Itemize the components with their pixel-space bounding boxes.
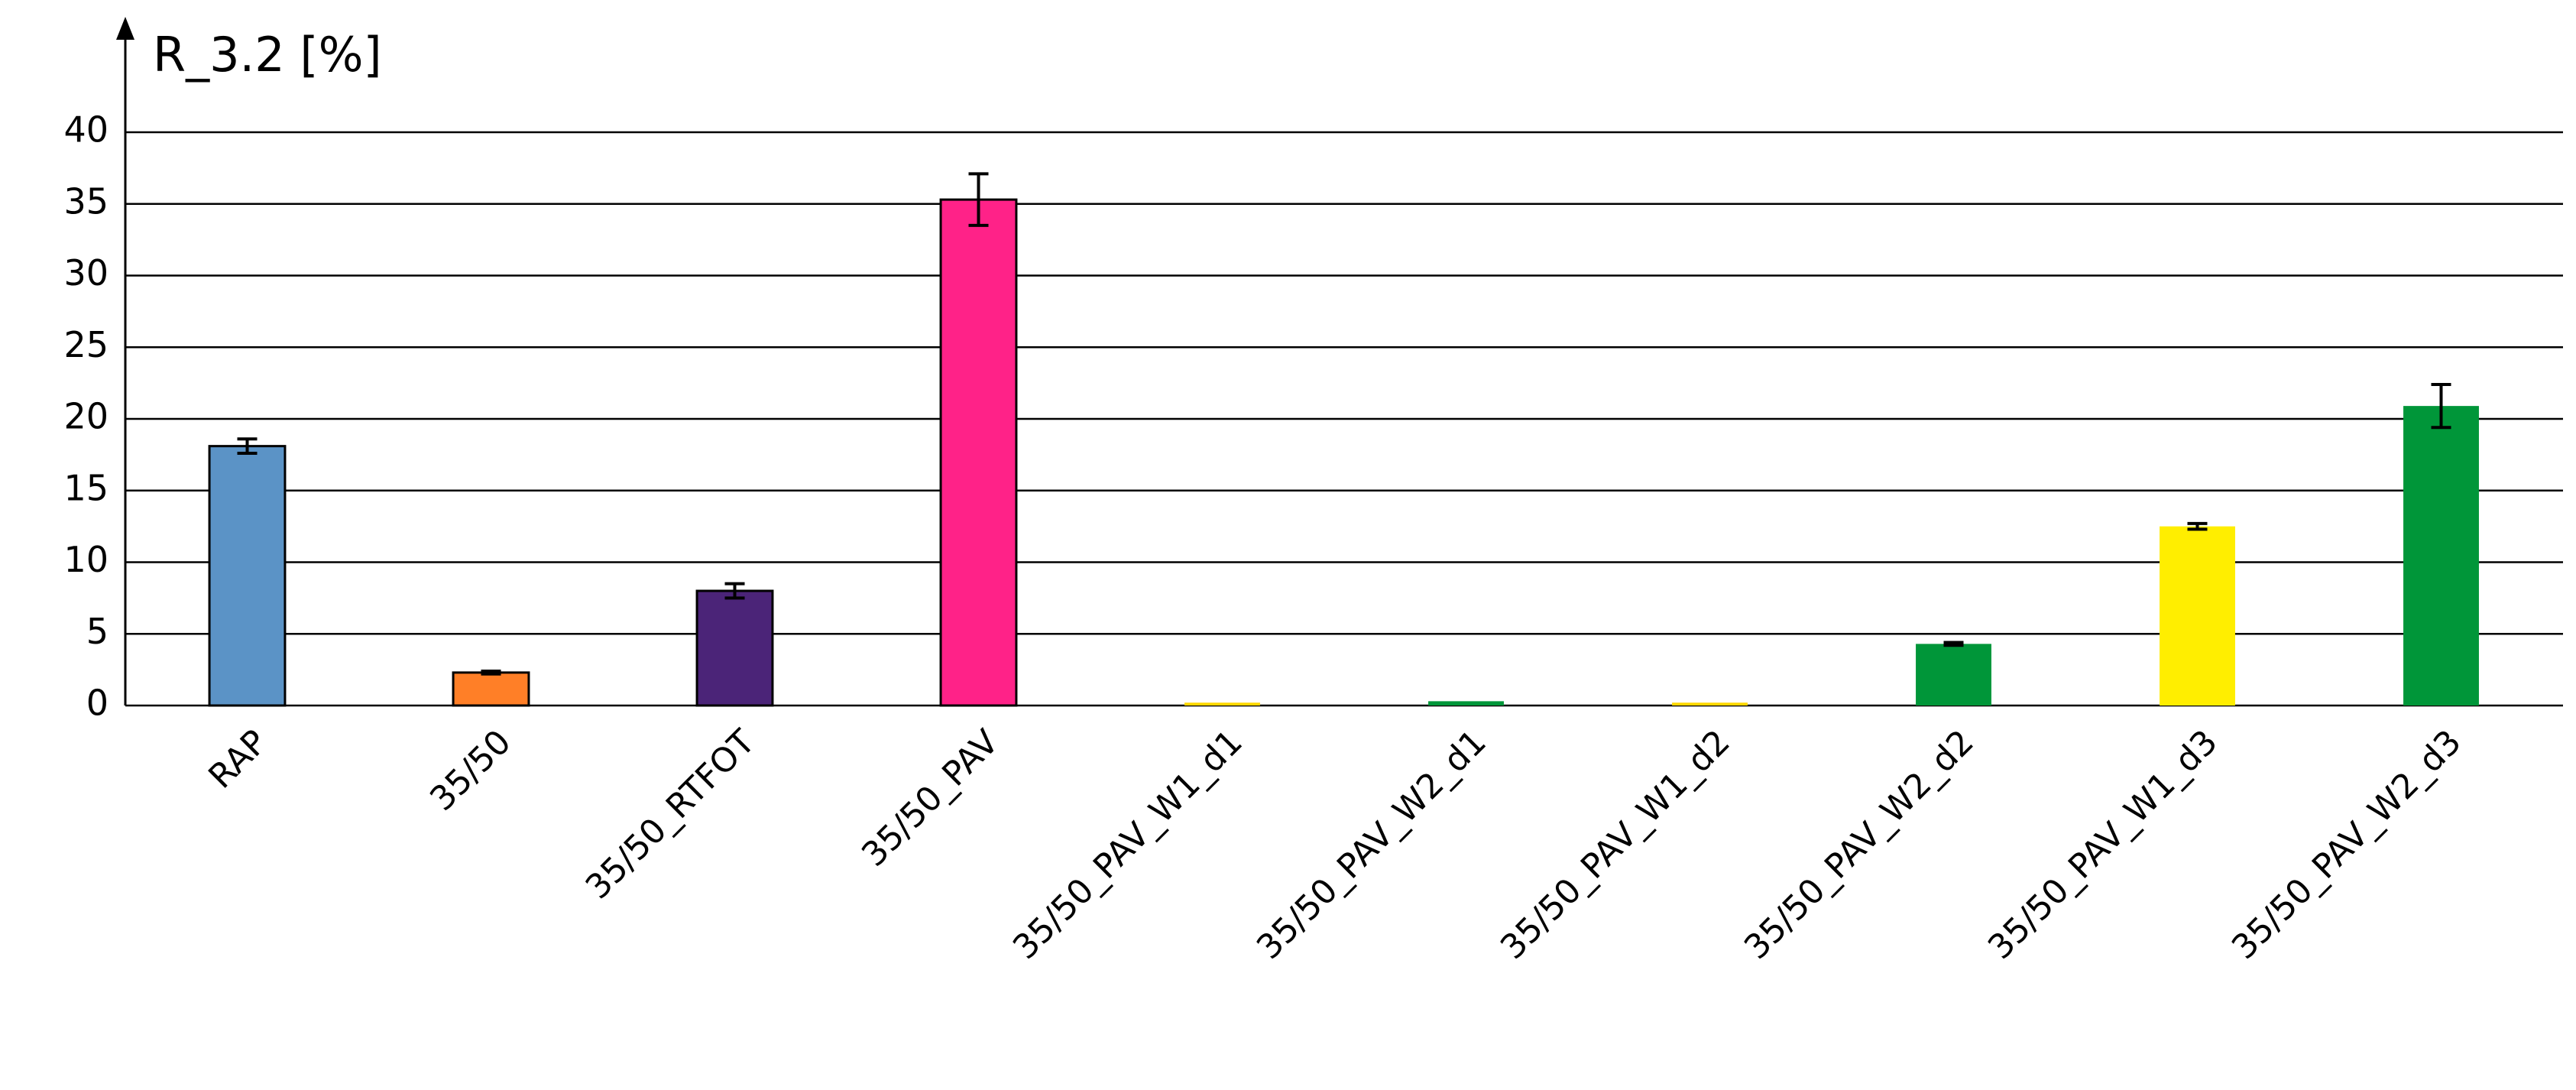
bar — [695, 589, 774, 707]
error-bar — [2431, 383, 2451, 430]
y-tick-label: 5 — [86, 611, 109, 652]
chart-title: R_3.2 [%] — [153, 27, 382, 83]
x-tick-label: 35/50 — [423, 722, 519, 819]
x-tick-label: 35/50_RTFOT — [578, 722, 763, 907]
bar — [452, 671, 530, 707]
x-tick-label: 35/50_PAV — [854, 722, 1006, 874]
x-tick-label: 35/50_PAV_W1_d1 — [1006, 722, 1250, 967]
x-tick-label: RAP — [201, 722, 274, 796]
x-tick-label: 35/50_PAV_W2_d2 — [1737, 722, 1981, 967]
error-bar — [237, 437, 258, 455]
y-tick-label: 25 — [63, 324, 109, 365]
bar — [1916, 644, 1991, 706]
y-tick-label: 40 — [63, 109, 109, 151]
y-tick-label: 0 — [86, 683, 109, 724]
error-bar — [1943, 641, 1964, 647]
y-tick-label: 35 — [63, 180, 109, 222]
bar — [939, 198, 1018, 707]
bar — [2160, 526, 2235, 706]
error-bar — [2187, 521, 2208, 531]
y-tick-label: 15 — [63, 467, 109, 508]
y-tick-label: 20 — [63, 396, 109, 437]
bar — [1672, 702, 1748, 706]
bar — [2403, 406, 2479, 706]
x-tick-label: 35/50_PAV_W1_d3 — [1981, 722, 2225, 967]
x-tick-label: 35/50_PAV_W1_d2 — [1493, 722, 1738, 967]
bar — [1428, 701, 1504, 706]
error-bar — [968, 172, 989, 227]
error-bar — [481, 670, 501, 676]
y-tick-label: 10 — [63, 539, 109, 580]
bar — [208, 445, 287, 707]
error-bar — [724, 582, 745, 600]
x-tick-label: 35/50_PAV_W2_d1 — [1249, 722, 1494, 967]
bar — [1184, 702, 1260, 706]
y-axis-arrow — [116, 17, 134, 40]
y-tick-label: 30 — [63, 252, 109, 294]
x-tick-label: 35/50_PAV_W2_d3 — [2224, 722, 2469, 967]
